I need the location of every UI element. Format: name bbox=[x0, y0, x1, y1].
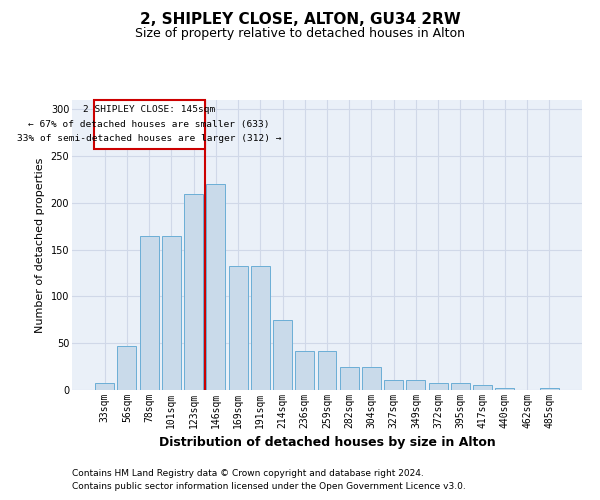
Bar bbox=[540, 388, 559, 390]
Bar bbox=[118, 346, 136, 390]
Text: Contains HM Land Registry data © Crown copyright and database right 2024.: Contains HM Land Registry data © Crown c… bbox=[72, 468, 424, 477]
Bar bbox=[162, 236, 181, 390]
Bar bbox=[95, 382, 114, 390]
Bar bbox=[340, 366, 359, 390]
Bar bbox=[451, 382, 470, 390]
Bar bbox=[140, 236, 158, 390]
Bar bbox=[273, 320, 292, 390]
Text: ← 67% of detached houses are smaller (633): ← 67% of detached houses are smaller (63… bbox=[28, 120, 270, 129]
Text: Size of property relative to detached houses in Alton: Size of property relative to detached ho… bbox=[135, 28, 465, 40]
Text: 2 SHIPLEY CLOSE: 145sqm: 2 SHIPLEY CLOSE: 145sqm bbox=[83, 105, 215, 114]
Bar bbox=[317, 350, 337, 390]
Y-axis label: Number of detached properties: Number of detached properties bbox=[35, 158, 45, 332]
Bar bbox=[206, 184, 225, 390]
Bar bbox=[295, 350, 314, 390]
Bar bbox=[184, 194, 203, 390]
Text: 2, SHIPLEY CLOSE, ALTON, GU34 2RW: 2, SHIPLEY CLOSE, ALTON, GU34 2RW bbox=[140, 12, 460, 28]
Text: Contains public sector information licensed under the Open Government Licence v3: Contains public sector information licen… bbox=[72, 482, 466, 491]
Bar bbox=[429, 382, 448, 390]
Text: 33% of semi-detached houses are larger (312) →: 33% of semi-detached houses are larger (… bbox=[17, 134, 281, 143]
Bar bbox=[406, 380, 425, 390]
Bar bbox=[473, 386, 492, 390]
Bar bbox=[496, 388, 514, 390]
Bar bbox=[229, 266, 248, 390]
Bar bbox=[384, 380, 403, 390]
Bar bbox=[362, 366, 381, 390]
Bar bbox=[94, 100, 205, 148]
Bar bbox=[251, 266, 270, 390]
X-axis label: Distribution of detached houses by size in Alton: Distribution of detached houses by size … bbox=[158, 436, 496, 450]
